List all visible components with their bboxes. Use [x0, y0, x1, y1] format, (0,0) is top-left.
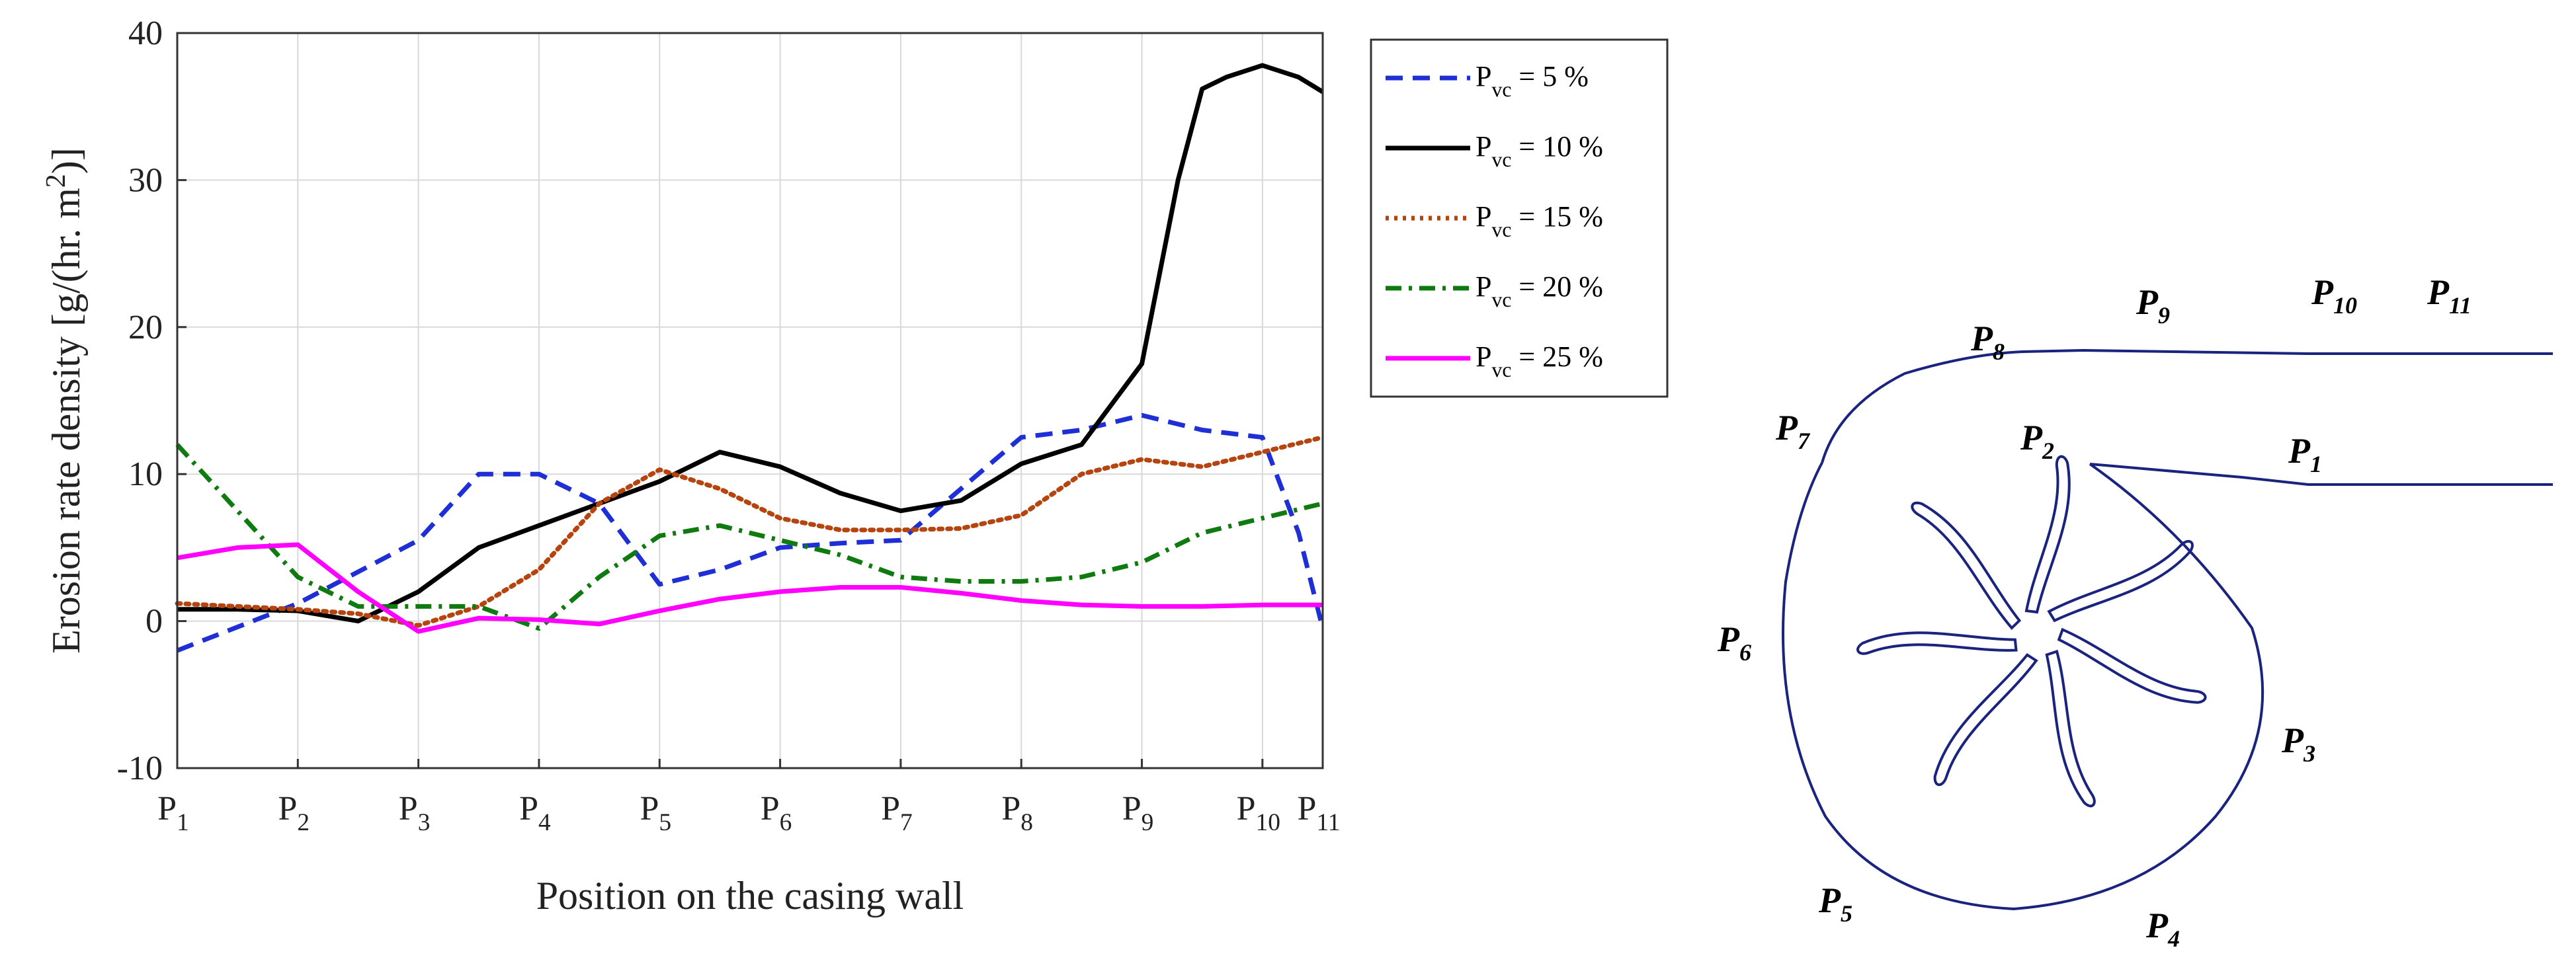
- x-tick-label: P1: [157, 790, 189, 836]
- impeller-blade: [2057, 627, 2207, 704]
- y-tick-label: -10: [117, 750, 163, 787]
- series-line-2: [177, 63, 1324, 624]
- x-tick-label: P3: [399, 790, 431, 836]
- casing-and-impeller: [1782, 348, 2553, 911]
- impeller-blade: [1933, 652, 2038, 787]
- y-tick-label: 30: [128, 161, 163, 199]
- y-tick-label: 10: [128, 455, 163, 493]
- diagram-label-p6: P6: [1717, 619, 1751, 666]
- diagram-label-p5: P5: [1818, 880, 1852, 927]
- diagram-label-p9: P9: [2136, 282, 2170, 329]
- legend-label-4: Pvc = 20 %: [1475, 270, 1603, 311]
- diagram-label-p2: P2: [2020, 418, 2054, 464]
- diagram-label-p8: P8: [1970, 319, 2005, 365]
- x-tick-label: P8: [1001, 790, 1033, 836]
- diagram-label-p7: P7: [1775, 408, 1811, 454]
- y-axis-label: Erosion rate density [g/(hr. m2)]: [41, 147, 88, 654]
- plot-area: [177, 33, 1323, 768]
- x-tick-label: P9: [1122, 790, 1154, 836]
- y-ticks: -10 0 10 20 30 40: [117, 15, 187, 787]
- legend: Pvc = 5 % Pvc = 10 % Pvc = 15 % Pvc = 20 % P…: [1370, 38, 1669, 398]
- impeller-blade: [2045, 649, 2096, 808]
- legend-label-3: Pvc = 15 %: [1475, 200, 1603, 241]
- position-labels: P1 P2 P3 P4 P5 P6 P7 P8 P9 P10 P11: [1717, 272, 2472, 952]
- x-tick-label: P11: [1298, 790, 1341, 836]
- series-layer: [175, 63, 1325, 653]
- x-tick-label: P7: [881, 790, 913, 836]
- series-line-4: [175, 443, 1323, 631]
- y-tick-label: 0: [145, 603, 163, 641]
- series-line-5: [177, 542, 1323, 634]
- y-tick-label: 20: [128, 309, 163, 346]
- diagram-label-p1: P1: [2288, 431, 2322, 477]
- x-axis-label: Position on the casing wall: [536, 874, 964, 918]
- legend-label-1: Pvc = 5 %: [1475, 60, 1589, 101]
- impeller-blade: [2024, 455, 2071, 614]
- legend-label-2: Pvc = 10 %: [1475, 130, 1603, 171]
- x-tick-label: P5: [640, 790, 671, 836]
- series-line-3: [175, 435, 1325, 628]
- x-tick-label: P2: [278, 790, 310, 836]
- diagram-label-p10: P10: [2311, 272, 2357, 319]
- impeller-blade: [2047, 539, 2194, 623]
- x-ticks: P1 P2 P3 P4 P5 P6 P7 P8 P9 P10 P11: [157, 759, 1340, 836]
- diagram-label-p11: P11: [2427, 272, 2472, 319]
- diagram-label-p3: P3: [2281, 721, 2315, 767]
- legend-label-5: Pvc = 25 %: [1475, 340, 1603, 381]
- y-tick-label: 40: [128, 15, 163, 52]
- pump-casing-diagram: P1 P2 P3 P4 P5 P6 P7 P8 P9 P10 P11: [1717, 272, 2553, 952]
- impeller-blade: [1856, 631, 2018, 655]
- x-tick-label: P6: [761, 790, 792, 836]
- plot-frame: [176, 32, 1324, 769]
- x-tick-label: P10: [1237, 790, 1280, 836]
- impeller-blade: [1911, 501, 2022, 630]
- volute-casing: [1782, 348, 2553, 911]
- series-line-1: [176, 412, 1325, 653]
- diagram-label-p4: P4: [2145, 906, 2180, 952]
- x-tick-label: P4: [519, 790, 551, 836]
- erosion-chart: -10 0 10 20 30 40 P1 P2 P3 P4 P5 P6 P7 P8 P9 P10 P11 Po…: [41, 15, 1669, 918]
